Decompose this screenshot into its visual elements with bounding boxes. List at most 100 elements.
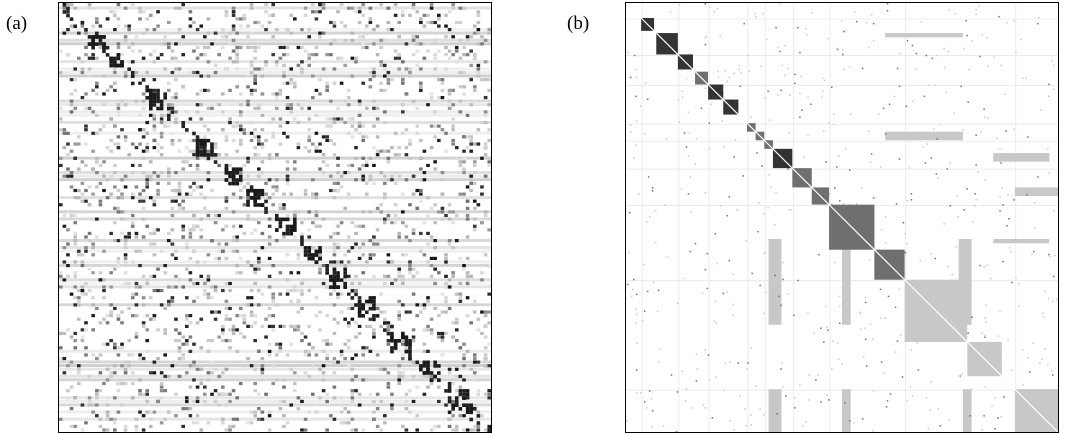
matrix-dot (777, 94, 779, 97)
matrix-cell (69, 407, 74, 411)
matrix-dot (807, 96, 809, 99)
matrix-cell (59, 274, 63, 278)
matrix-cell (127, 231, 131, 236)
matrix-cell (235, 149, 239, 153)
off-diagonal-block (842, 389, 851, 432)
matrix-cell (285, 95, 290, 100)
matrix-cluster-cell (465, 389, 470, 393)
matrix-dot (826, 326, 828, 328)
matrix-dot (811, 11, 813, 14)
matrix-diagonal-cell (408, 353, 412, 357)
matrix-cell (246, 160, 250, 164)
matrix-cell (465, 428, 470, 432)
matrix-dot (898, 288, 901, 291)
matrix-cell (383, 6, 387, 10)
matrix-cell (343, 421, 347, 425)
matrix-diagonal-cell (130, 81, 135, 86)
matrix-cell (429, 428, 434, 432)
matrix-dot (865, 21, 868, 24)
matrix-cell (123, 103, 128, 107)
matrix-cell (210, 371, 214, 375)
matrix-cell (267, 306, 272, 311)
matrix-cell (185, 371, 189, 375)
matrix-cell (282, 63, 286, 68)
matrix-cell (293, 213, 297, 218)
matrix-dot (948, 8, 950, 11)
matrix-cell (476, 67, 481, 71)
matrix-cell (465, 256, 470, 261)
matrix-diagonal-cell (185, 128, 189, 132)
matrix-cell (375, 306, 380, 311)
matrix-dot (651, 190, 654, 192)
matrix-cell (91, 303, 95, 307)
matrix-row-band (59, 171, 491, 174)
matrix-cell (206, 296, 211, 300)
matrix-cell (163, 389, 167, 393)
matrix-cell (152, 242, 157, 246)
matrix-cell (419, 85, 423, 89)
matrix-cell (123, 260, 128, 264)
matrix-cell (192, 149, 196, 153)
matrix-cell (174, 274, 178, 278)
matrix-dot (676, 391, 679, 393)
matrix-dot (808, 374, 810, 376)
matrix-cell (228, 288, 232, 293)
matrix-dot (781, 362, 783, 364)
matrix-cell (174, 120, 178, 125)
matrix-cell (116, 42, 121, 46)
matrix-cell (429, 124, 434, 128)
matrix-cell (361, 124, 365, 128)
matrix-cell (59, 128, 63, 132)
matrix-cell (224, 339, 229, 343)
matrix-cell (62, 128, 67, 132)
matrix-cell (69, 385, 74, 389)
matrix-cell (267, 353, 272, 357)
matrix-cell (433, 53, 437, 57)
matrix-cell (300, 70, 304, 75)
matrix-cell (109, 371, 113, 375)
matrix-row-band (59, 42, 491, 46)
matrix-cell (411, 292, 416, 296)
matrix-cell (206, 253, 211, 257)
matrix-cell (447, 306, 452, 311)
matrix-cell (228, 120, 232, 125)
matrix-cluster-cell (275, 217, 279, 222)
matrix-diagonal-cell (231, 171, 236, 175)
matrix-cell (213, 317, 218, 321)
matrix-dot (646, 290, 649, 293)
matrix-dot (654, 210, 657, 212)
matrix-cell (213, 213, 218, 218)
matrix-cell (195, 281, 200, 286)
matrix-cell (66, 210, 70, 214)
matrix-cell (206, 149, 211, 153)
matrix-cell (454, 60, 459, 64)
matrix-cell (95, 217, 99, 221)
matrix-cell (249, 60, 254, 64)
matrix-cell (386, 160, 391, 164)
matrix-cell (372, 253, 376, 257)
matrix-diagonal-cell (454, 399, 459, 404)
matrix-cell (260, 128, 265, 132)
matrix-cluster-cell (195, 142, 200, 147)
matrix-cell (469, 103, 473, 107)
matrix-cell (383, 217, 387, 221)
matrix-cell (483, 142, 488, 146)
matrix-dot (898, 52, 901, 55)
matrix-cell (102, 381, 106, 386)
matrix-dot (651, 410, 654, 412)
matrix-cell (451, 428, 455, 432)
matrix-cell (386, 274, 391, 278)
matrix-cell (221, 45, 225, 50)
matrix-cell (393, 131, 398, 135)
matrix-cell (271, 13, 275, 17)
matrix-cell (199, 217, 204, 221)
matrix-cell (66, 27, 70, 32)
matrix-cell (152, 253, 157, 257)
matrix-cluster-cell (336, 274, 340, 279)
matrix-cell (170, 206, 175, 210)
matrix-cell (397, 174, 402, 178)
matrix-cell (300, 399, 304, 404)
matrix-cell (437, 138, 441, 143)
matrix-cell (383, 174, 387, 178)
matrix-row-band (59, 38, 491, 42)
